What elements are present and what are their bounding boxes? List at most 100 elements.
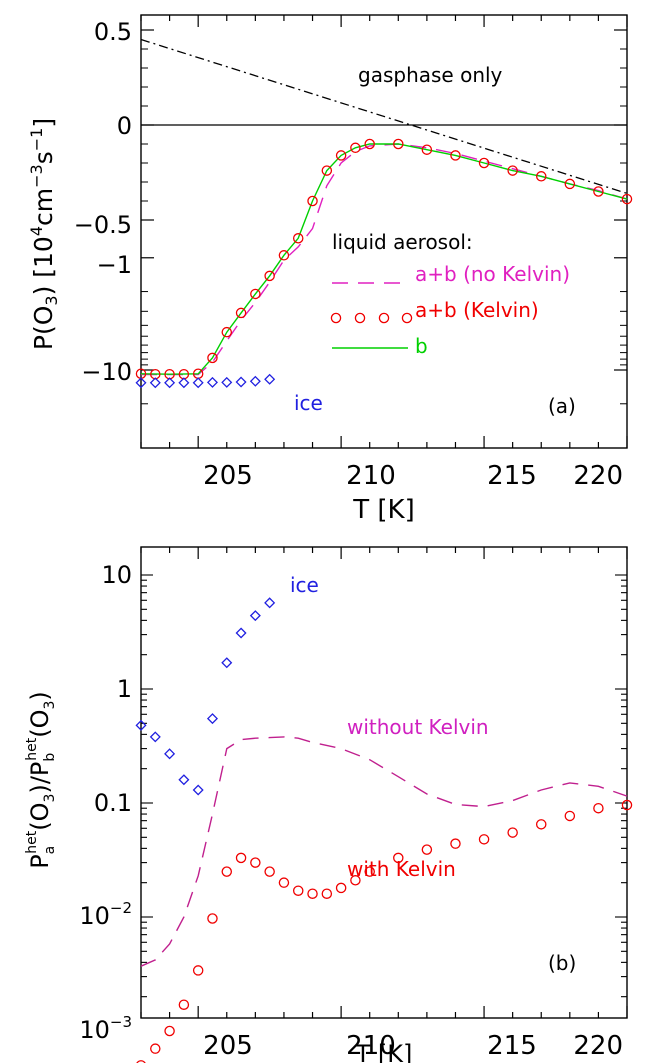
panel-b-xtick-210: 210 bbox=[346, 1031, 396, 1061]
legend-kelvin-sample bbox=[378, 312, 390, 324]
panel-a-ytick-0.5: 0.5 bbox=[94, 18, 132, 46]
ice-point bbox=[221, 376, 233, 388]
with-kelvin-point bbox=[250, 857, 261, 868]
with-kelvin-point bbox=[364, 866, 375, 877]
panel-b-ytick-1: 1 bbox=[117, 675, 132, 703]
panel-b-ice-point bbox=[235, 627, 247, 639]
kelvin-point bbox=[478, 157, 490, 169]
kelvin-point bbox=[207, 352, 218, 364]
b-line bbox=[140, 143, 628, 375]
liquid-aerosol-label: liquid aerosol: bbox=[332, 230, 473, 254]
panel-a-ytick-0: 0 bbox=[117, 112, 132, 140]
panel-a-ytick-m10: −10 bbox=[81, 358, 132, 386]
panel-b-ytick-1e-3: 10−3 bbox=[79, 1013, 132, 1044]
panel-a-ytick-m1: −1 bbox=[97, 251, 132, 279]
without-kelvin-line bbox=[140, 736, 628, 967]
kelvin-point bbox=[593, 186, 604, 197]
with-kelvin-point bbox=[221, 866, 233, 877]
panel-a-ytick-m0.5: −0.5 bbox=[74, 211, 132, 239]
with-kelvin-point bbox=[421, 844, 433, 855]
panel-a-xtick-215: 215 bbox=[487, 461, 537, 491]
ice-point bbox=[192, 377, 204, 389]
ice-point bbox=[164, 377, 176, 389]
kelvin-point bbox=[535, 171, 547, 182]
panel-b-ice-label: ice bbox=[290, 573, 319, 597]
panel-b-frame bbox=[140, 546, 628, 1019]
panel-a-xlabel: T [K] bbox=[352, 495, 414, 525]
panel-b: 10 1 0.1 10−2 10−3 205 210 215 220 T [K]… bbox=[24, 546, 633, 1063]
kelvin-point bbox=[221, 326, 233, 338]
kelvin-point bbox=[393, 138, 404, 150]
panel-b-ytick-10: 10 bbox=[101, 561, 132, 589]
with-kelvin-point bbox=[292, 885, 304, 896]
panel-b-ice-point bbox=[164, 748, 176, 760]
with-kelvin-point bbox=[535, 819, 547, 830]
with-kelvin-point bbox=[264, 866, 275, 877]
panel-b-xtick-205: 205 bbox=[203, 1031, 253, 1061]
kelvin-point bbox=[250, 288, 261, 300]
no-kelvin-line bbox=[141, 143, 628, 376]
legend-kelvin-sample bbox=[330, 312, 342, 324]
with-kelvin-point bbox=[278, 877, 290, 888]
panel-b-ice-point bbox=[192, 784, 204, 796]
with-kelvin-point bbox=[350, 875, 361, 886]
ice-point bbox=[135, 377, 147, 389]
with-kelvin-point bbox=[478, 834, 490, 845]
kelvin-point bbox=[564, 178, 576, 190]
panel-a-ticks bbox=[140, 15, 628, 448]
with-kelvin-point bbox=[507, 827, 518, 838]
ice-point bbox=[206, 376, 218, 388]
panel-b-ticks bbox=[140, 547, 628, 1018]
panel-a-xtick-210: 210 bbox=[346, 461, 396, 491]
kelvin-point bbox=[335, 150, 347, 161]
panel-a-frame bbox=[140, 14, 628, 449]
kelvin-point bbox=[264, 270, 275, 282]
legend-b-label: b bbox=[415, 334, 428, 358]
with-kelvin-point bbox=[136, 1060, 146, 1063]
legend-no-kelvin-label: a+b (no Kelvin) bbox=[415, 262, 570, 286]
with-kelvin-point bbox=[335, 882, 347, 894]
legend-kelvin-label: a+b (Kelvin) bbox=[415, 298, 539, 322]
kelvin-point bbox=[292, 233, 304, 244]
panel-b-ice-point bbox=[264, 597, 276, 609]
with-kelvin-point bbox=[321, 888, 333, 899]
panel-b-xlabel: T [K] bbox=[355, 1040, 413, 1063]
kelvin-point bbox=[307, 195, 318, 207]
kelvin-point bbox=[507, 165, 518, 176]
gasphase-only-line bbox=[140, 38, 628, 195]
with-kelvin-point bbox=[164, 1025, 175, 1037]
panel-a-ylabel: P(O3) [104cm−3s−1] bbox=[27, 118, 61, 350]
with-kelvin-point bbox=[150, 1043, 161, 1054]
kelvin-point bbox=[350, 142, 361, 154]
panel-a-xtick-205: 205 bbox=[203, 461, 253, 491]
with-kelvin-label: with Kelvin bbox=[347, 857, 456, 881]
with-kelvin-point bbox=[192, 965, 204, 976]
with-kelvin-point bbox=[307, 888, 318, 899]
kelvin-point bbox=[235, 307, 247, 319]
ice-point bbox=[149, 377, 161, 389]
panel-a-series bbox=[135, 38, 633, 389]
panel-b-xtick-220: 220 bbox=[573, 1031, 623, 1061]
without-kelvin-label: without Kelvin bbox=[347, 715, 489, 739]
panel-a-xtick-220: 220 bbox=[573, 461, 623, 491]
with-kelvin-point bbox=[178, 999, 190, 1010]
legend-kelvin-sample bbox=[354, 312, 366, 324]
with-kelvin-point bbox=[593, 802, 604, 814]
kelvin-point bbox=[364, 138, 375, 150]
with-kelvin-point bbox=[621, 799, 633, 811]
gasphase-only-label: gasphase only bbox=[358, 63, 503, 87]
legend-kelvin-sample bbox=[401, 312, 413, 324]
ice-point bbox=[235, 376, 247, 388]
with-kelvin-point bbox=[235, 852, 247, 864]
kelvin-point bbox=[621, 193, 633, 205]
panel-b-xtick-215: 215 bbox=[487, 1031, 537, 1061]
panel-b-label: (b) bbox=[548, 951, 576, 975]
panel-a-legend bbox=[330, 282, 413, 349]
with-kelvin-point bbox=[207, 913, 218, 924]
kelvin-point bbox=[321, 165, 333, 176]
panel-a-label: (a) bbox=[548, 394, 576, 418]
kelvin-point bbox=[450, 150, 461, 161]
panel-b-ice-point bbox=[135, 719, 147, 731]
ice-point bbox=[264, 373, 276, 385]
panel-b-series bbox=[135, 597, 633, 1063]
